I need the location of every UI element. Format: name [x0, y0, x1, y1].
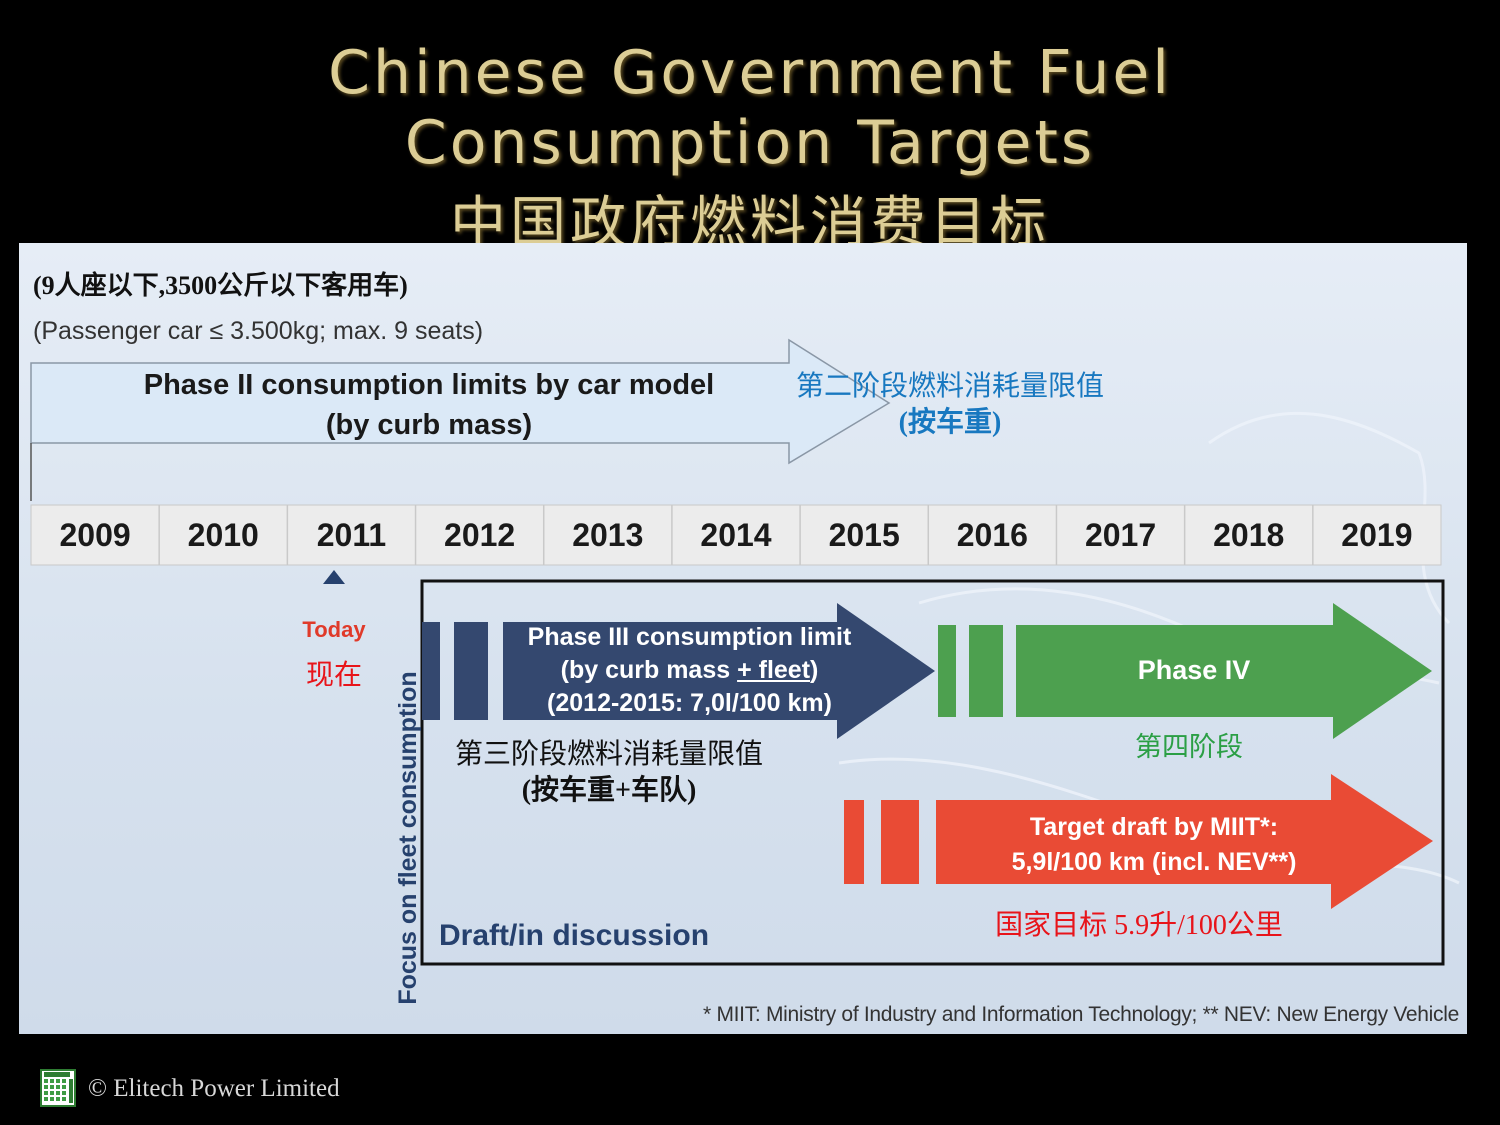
year-2010: 2010 [187, 517, 259, 553]
footnote: * MIIT: Ministry of Industry and Informa… [703, 1003, 1459, 1026]
year-2013: 2013 [572, 517, 644, 553]
phase3-line3: (2012-2015: 7,0l/100 km) [547, 689, 832, 717]
phase3-label: Phase III consumption limit (by curb mas… [497, 621, 882, 720]
target-line2: 5,9l/100 km (incl. NEV**) [1011, 848, 1297, 876]
vehicle-category-english: (Passenger car ≤ 3.500kg; max. 9 seats) [33, 317, 484, 345]
phase3-line1: Phase III consumption limit [527, 623, 852, 651]
year-2009: 2009 [59, 517, 131, 553]
target-bar-1 [844, 800, 864, 884]
draft-discussion-label: Draft/in discussion [439, 919, 710, 952]
phase2-arrow [30, 338, 891, 465]
timeline-graphics [30, 338, 1460, 966]
phase3-bar-2 [454, 622, 488, 720]
phase4-label: Phase IV [1137, 655, 1251, 685]
vehicle-category-chinese: (9人座以下,3500公斤以下客用车) [33, 271, 408, 300]
phase3-line2-post: ) [810, 656, 819, 684]
target-bar-2 [881, 800, 919, 884]
phase3-line2-underlined: + fleet [737, 656, 811, 684]
phase3-line2: (by curb mass + fleet) [497, 654, 882, 687]
target-arrow [936, 774, 1433, 909]
phase3-bar-1 [422, 622, 440, 720]
year-2016: 2016 [956, 517, 1028, 553]
phase3-label-chinese: 第三阶段燃料消耗量限值 (按车重+车队) [439, 737, 779, 809]
phase3-arrow [503, 603, 935, 739]
year-2011: 2011 [316, 517, 387, 553]
phase4-arrow [1016, 603, 1432, 739]
year-2012: 2012 [444, 517, 516, 553]
target-line1: Target draft by MIIT*: [1029, 813, 1279, 841]
today-label: Today [302, 617, 366, 642]
phase3-cn-line2: (按车重+车队) [521, 775, 697, 806]
year-2014: 2014 [700, 517, 772, 553]
today-label-chinese: 现在 [305, 658, 362, 691]
year-2017: 2017 [1084, 517, 1157, 553]
target-label: Target draft by MIIT*: 5,9l/100 km (incl… [964, 810, 1344, 880]
slide-title-line1: Chinese Government Fuel [328, 38, 1172, 108]
draft-box [420, 579, 1445, 966]
phase2-label-chinese: 第二阶段燃料消耗量限值 (按车重) [789, 369, 1111, 441]
phase4-bar-1 [938, 625, 956, 717]
elitech-logo-icon [40, 1069, 76, 1107]
phase2-label-line1: Phase II consumption limits by car model [143, 369, 715, 401]
year-2015: 2015 [828, 517, 900, 553]
phase2-label: Phase II consumption limits by car model… [59, 365, 799, 445]
year-dividers [158, 505, 1314, 565]
phase4-label-chinese: 第四阶段 [1135, 732, 1243, 763]
phase2-label-line2: (by curb mass) [325, 409, 533, 441]
focus-fleet-label: Focus on fleet consumption [394, 671, 422, 1005]
phase2-cn-line2: (按车重) [898, 407, 1002, 438]
today-marker-triangle [323, 570, 345, 584]
phase3-cn-line1: 第三阶段燃料消耗量限值 [454, 739, 763, 770]
phase3-line2-pre: (by curb mass [560, 656, 738, 684]
slide-title-line2: Consumption Targets [404, 108, 1096, 178]
copyright-text: © Elitech Power Limited [88, 1075, 340, 1102]
timeline-panel: (9人座以下,3500公斤以下客用车) (Passenger car ≤ 3.5… [19, 243, 1467, 1034]
year-2019: 2019 [1341, 517, 1413, 553]
target-label-chinese: 国家目标 5.9升/100公里 [995, 910, 1283, 941]
year-row-bg [30, 504, 1442, 566]
year-2018: 2018 [1213, 517, 1285, 553]
phase2-cn-line1: 第二阶段燃料消耗量限值 [795, 371, 1104, 402]
phase4-bar-2 [969, 625, 1003, 717]
